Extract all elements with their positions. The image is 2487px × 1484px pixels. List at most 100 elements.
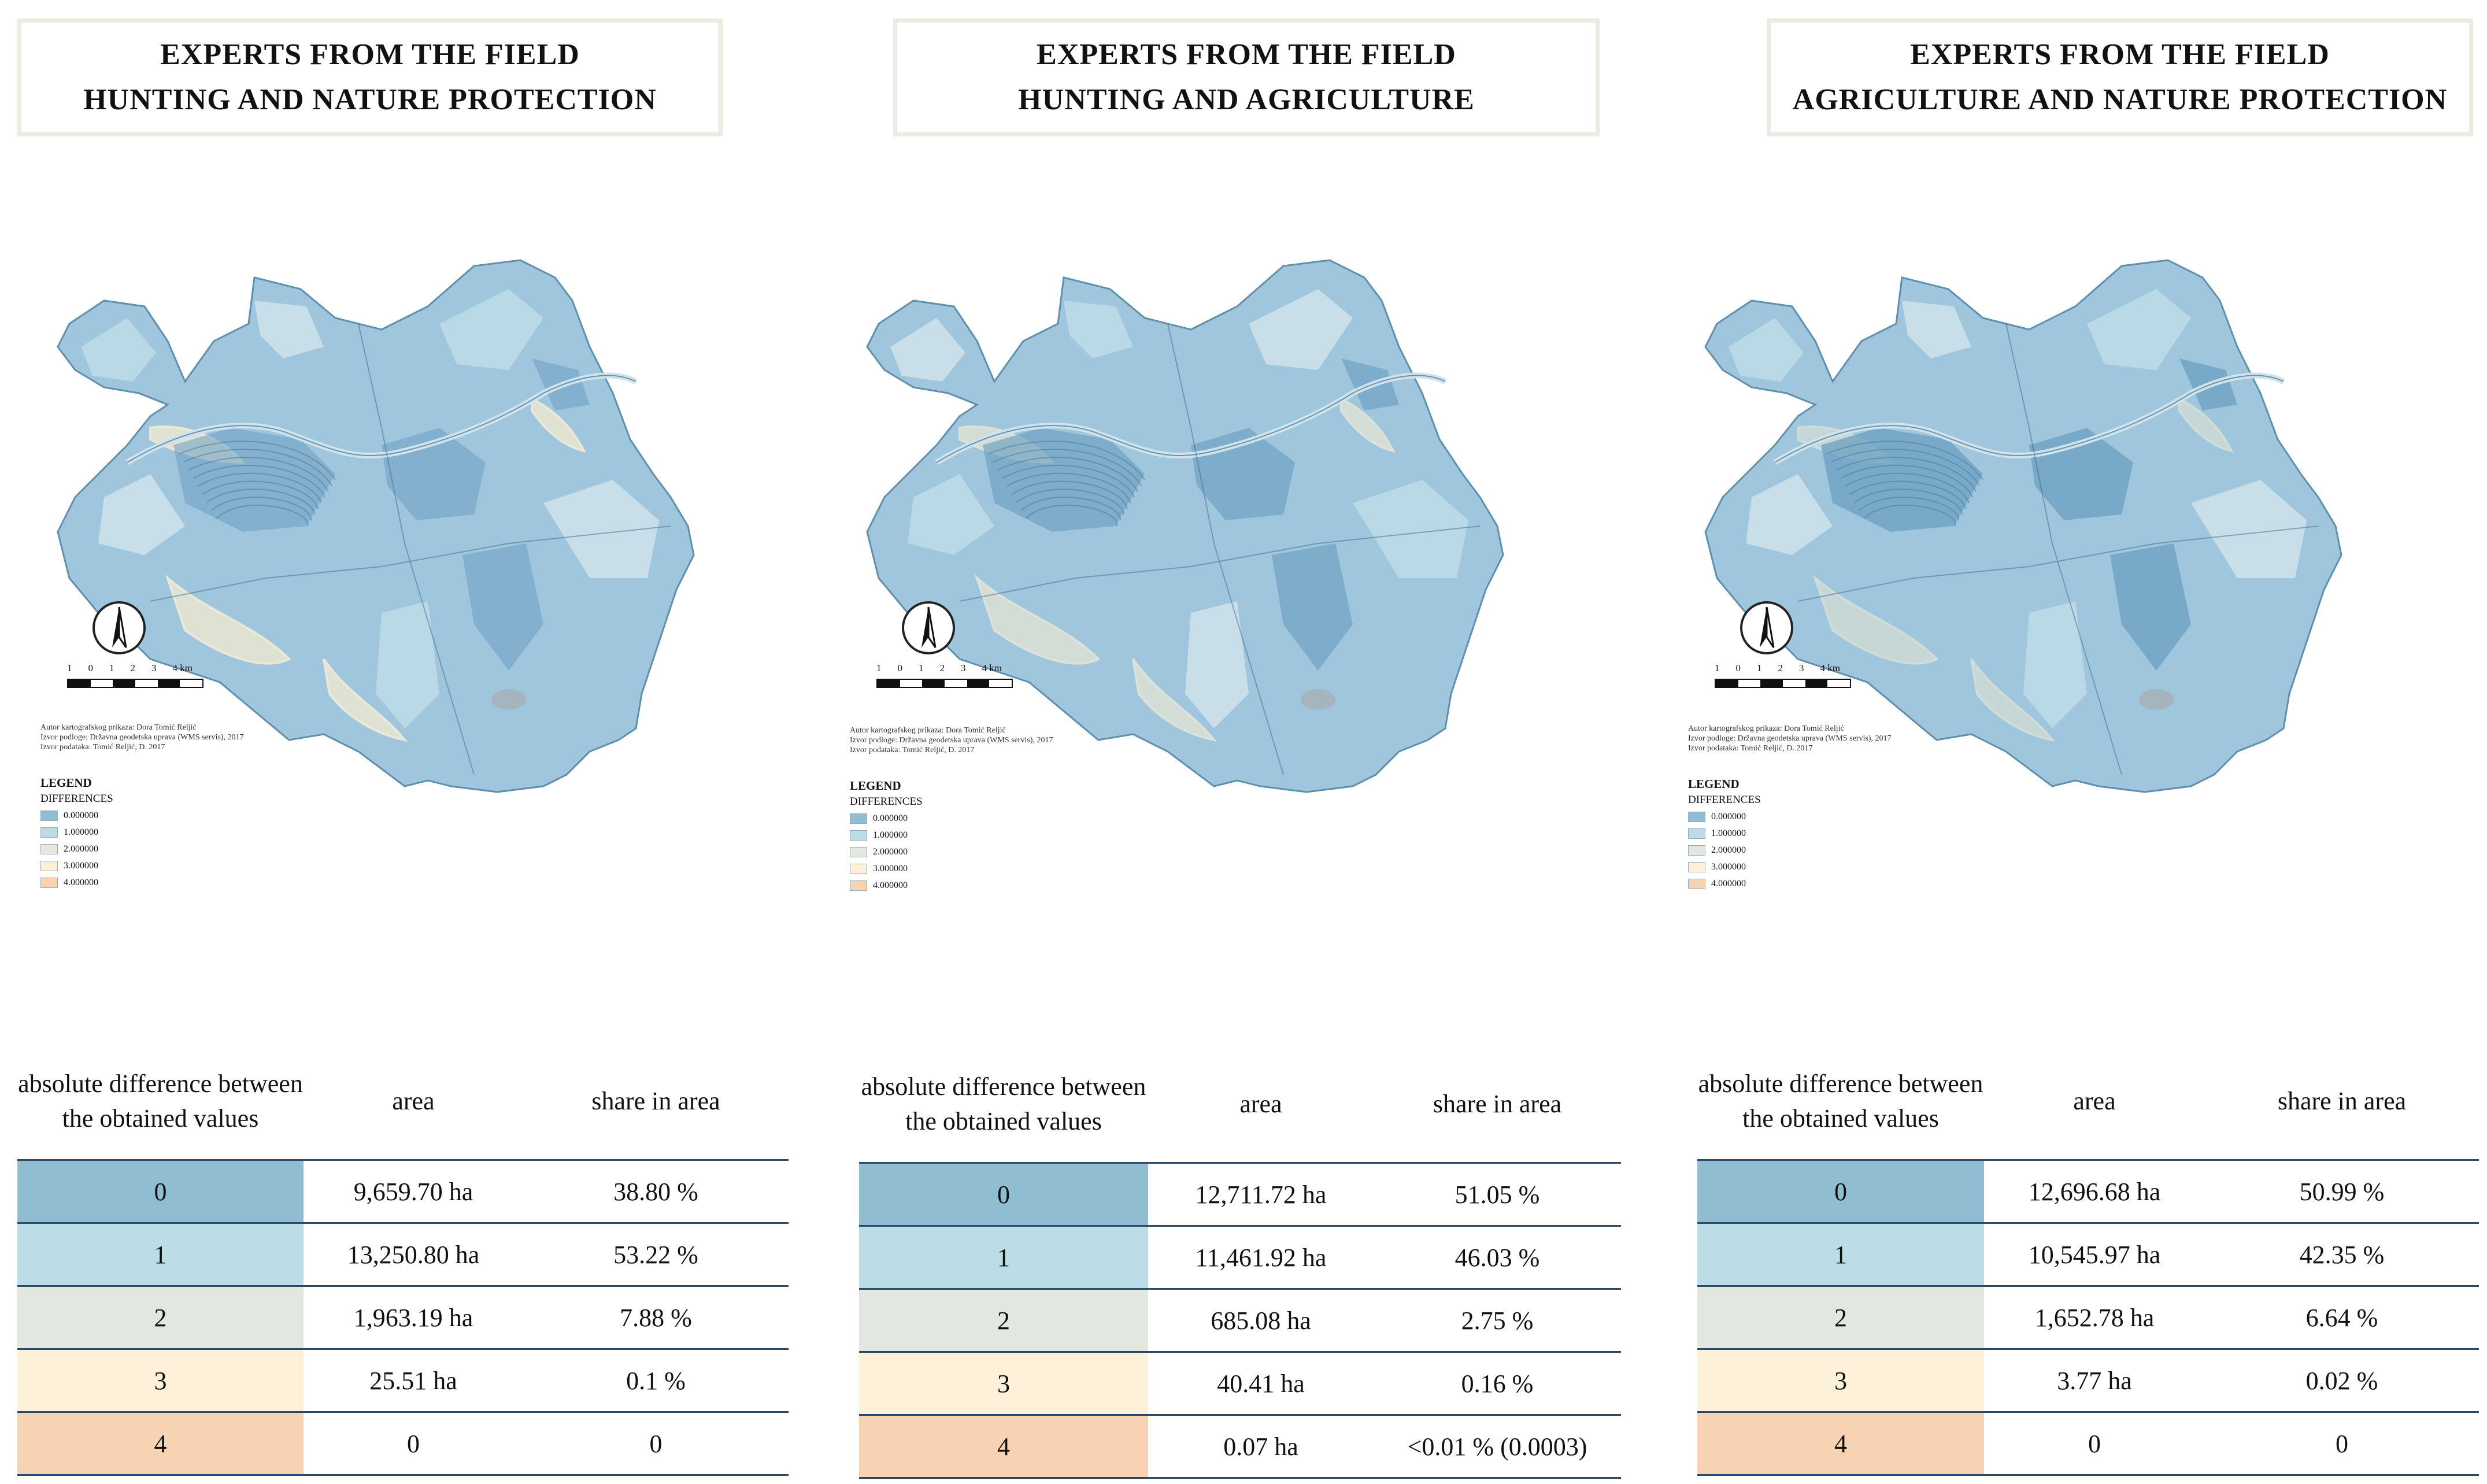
map-light-patch: [2087, 289, 2191, 370]
column-header: share in area: [1433, 1090, 1562, 1118]
map-field-line: [183, 449, 332, 486]
map-light-patch: [1902, 301, 1971, 358]
share-value: 2.75 %: [1374, 1288, 1621, 1352]
map-cream-patch: [974, 574, 1101, 665]
legend-label: 0.000000: [1711, 812, 1746, 821]
legend-label: 2.000000: [873, 847, 908, 857]
area-value: 9,659.70 ha: [304, 1159, 523, 1223]
difference-value: 1: [859, 1225, 1148, 1289]
legend-item: 3.000000: [40, 857, 113, 874]
legend-label: 4.000000: [64, 878, 98, 887]
scale-label: 1: [1757, 663, 1762, 673]
difference-table: absolute difference between the obtained…: [859, 1046, 1621, 1479]
map-region-svg: [57, 259, 695, 793]
share-value: 0.1 %: [523, 1348, 789, 1412]
difference-value: 2: [859, 1288, 1148, 1352]
table-row: 2 1,652.78 ha 6.64 %: [1697, 1285, 2479, 1349]
table-row: 0 9,659.70 ha 38.80 %: [17, 1159, 789, 1223]
legend-item: 3.000000: [1688, 858, 1761, 875]
legend-item: 4.000000: [40, 874, 113, 891]
scale-label: 1: [919, 663, 924, 673]
column-header: area: [2073, 1087, 2116, 1115]
column-header: area: [1239, 1090, 1282, 1118]
scale-label: 3: [151, 663, 157, 673]
legend-label: 2.000000: [1711, 845, 1746, 855]
map-river-edge: [936, 375, 1446, 463]
map-field-line: [1020, 497, 1122, 521]
map-field-line: [193, 464, 325, 498]
credit-line: Autor kartografskog prikaza: Dora Tomić …: [850, 726, 1006, 735]
credit-line: Autor kartografskog prikaza: Dora Tomić …: [1688, 724, 1844, 733]
panel-title: EXPERTS FROM THE FIELD HUNTING AND AGRIC…: [893, 18, 1600, 136]
title-line-2: AGRICULTURE AND NATURE PROTECTION: [1792, 83, 2448, 116]
difference-value: 4: [1697, 1411, 1984, 1476]
scale-label: 1: [1715, 663, 1720, 673]
scale-label: 2: [1778, 663, 1783, 673]
map-cream-patch: [1970, 658, 2055, 742]
table-header-row: absolute difference between the obtained…: [859, 1046, 1621, 1163]
difference-map: 1 0 1 2 3 4 km Autor kartografskog prika…: [35, 254, 769, 925]
map-field-line: [988, 441, 1145, 480]
scale-label: 3: [1799, 663, 1804, 673]
column-header: share in area: [2277, 1087, 2407, 1115]
map-dark-patch: [173, 428, 335, 532]
area-value: 40.41 ha: [1148, 1351, 1374, 1415]
north-arrow-icon: [92, 601, 146, 654]
legend-label: 4.000000: [873, 880, 908, 890]
credit-line: Izvor podataka: Tomić Reljić, D. 2017: [40, 743, 165, 752]
map-light-patch: [1746, 474, 1833, 555]
table-row: 0 12,696.68 ha 50.99 %: [1697, 1159, 2479, 1223]
map-dark-patch: [1821, 428, 1983, 532]
legend-swatch: [40, 843, 58, 854]
legend-swatch: [40, 827, 58, 838]
legend-swatch: [850, 863, 867, 874]
area-value: 0.07 ha: [1148, 1414, 1374, 1479]
map-light-patch: [1729, 318, 1804, 382]
map-road-line: [150, 525, 671, 602]
map-field-line: [211, 497, 312, 521]
difference-value: 3: [859, 1351, 1148, 1415]
map-field-line: [188, 457, 329, 492]
scale-label: 2: [939, 663, 945, 673]
legend-swatch: [850, 813, 867, 824]
map-field-line: [1840, 464, 1973, 498]
column-header: absolute difference between the obtained…: [18, 1069, 303, 1133]
map-credits: Autor kartografskog prikaza: Dora Tomić …: [850, 726, 1053, 755]
table-row: 2 1,963.19 ha 7.88 %: [17, 1285, 789, 1349]
area-value: 1,652.78 ha: [1984, 1285, 2205, 1349]
share-value: 0: [523, 1411, 789, 1476]
legend-swatch: [1688, 845, 1705, 856]
legend-swatch: [850, 880, 867, 891]
map-field-line: [202, 480, 319, 509]
table-row: 0 12,711.72 ha 51.05 %: [859, 1162, 1621, 1226]
map-field-line: [1826, 441, 1983, 480]
area-value: 11,461.92 ha: [1148, 1225, 1374, 1289]
panel-hunting-nature: EXPERTS FROM THE FIELD HUNTING AND NATUR…: [0, 0, 789, 1484]
credit-line: Izvor podloge: Državna geodetska uprava …: [40, 733, 244, 742]
map-light-patch: [2191, 480, 2307, 578]
title-line-2: HUNTING AND NATURE PROTECTION: [83, 83, 657, 116]
map-field-line: [1831, 449, 1980, 486]
legend-subtitle: DIFFERENCES: [1688, 794, 1761, 806]
area-value: 12,711.72 ha: [1148, 1162, 1374, 1226]
map-region-svg: [866, 259, 1504, 793]
legend-swatch: [40, 860, 58, 871]
legend-item: 4.000000: [1688, 875, 1761, 892]
map-legend: LEGEND DIFFERENCES 0.000000 1.000000 2.0…: [1688, 776, 1761, 892]
share-value: 38.80 %: [523, 1159, 789, 1223]
panel-agriculture-nature: EXPERTS FROM THE FIELD AGRICULTURE AND N…: [1665, 0, 2479, 1484]
map-field-line: [993, 449, 1142, 486]
map-field-line: [1859, 497, 1960, 521]
map-field-line: [1002, 464, 1135, 498]
title-line-1: EXPERTS FROM THE FIELD: [1910, 38, 2330, 71]
legend-label: 1.000000: [64, 827, 98, 837]
scale-label: 2: [130, 663, 136, 673]
panel-title: EXPERTS FROM THE FIELD HUNTING AND NATUR…: [17, 18, 723, 136]
scale-label: 0: [1735, 663, 1741, 673]
difference-value: 0: [17, 1159, 304, 1223]
map-cream-patch: [1812, 574, 1939, 665]
map-dark-patch: [462, 543, 543, 671]
map-light-patch: [890, 318, 965, 382]
table-row: 1 10,545.97 ha 42.35 %: [1697, 1222, 2479, 1286]
